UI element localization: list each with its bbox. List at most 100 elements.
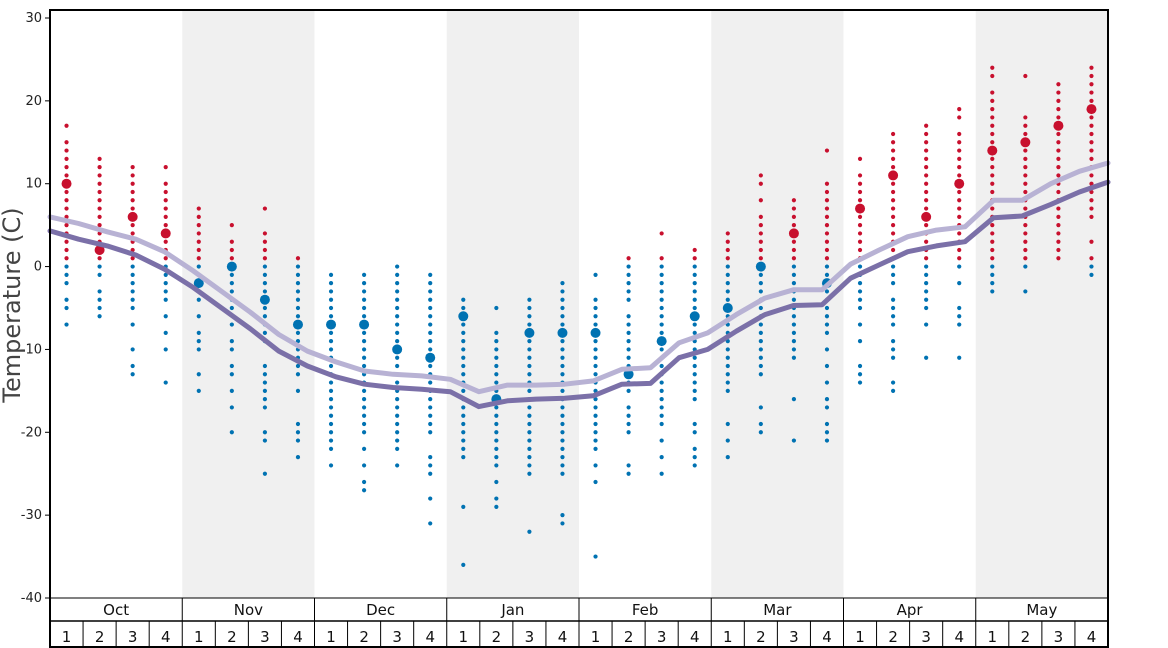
temperature-point	[328, 438, 334, 443]
temperature-point	[295, 421, 301, 427]
temperature-point	[1023, 123, 1028, 128]
temperature-point-highlight	[557, 327, 568, 338]
temperature-point	[924, 140, 929, 145]
temperature-point	[494, 330, 499, 335]
temperature-point	[725, 455, 730, 460]
temperature-point	[130, 272, 135, 277]
temperature-point	[758, 181, 763, 186]
temperature-point	[957, 156, 962, 161]
temperature-point	[361, 413, 367, 418]
temperature-point	[494, 380, 499, 385]
temperature-point	[262, 438, 268, 443]
temperature-point	[461, 339, 466, 344]
temperature-point	[229, 272, 234, 277]
temperature-point	[527, 405, 532, 410]
temperature-point	[725, 421, 730, 427]
temperature-point	[593, 272, 598, 277]
temperature-point	[130, 173, 135, 178]
temperature-point	[328, 289, 334, 294]
temperature-point	[890, 314, 896, 319]
temperature-point	[725, 363, 730, 369]
temperature-point	[659, 231, 664, 236]
temperature-point	[1023, 181, 1028, 186]
week-label: 3	[1054, 628, 1064, 646]
scatter-points	[61, 65, 1097, 567]
temperature-point	[461, 438, 466, 443]
temperature-point-highlight	[326, 319, 337, 330]
temperature-point	[924, 272, 929, 277]
temperature-point	[659, 421, 664, 427]
temperature-point	[494, 463, 499, 468]
temperature-point	[626, 297, 631, 302]
temperature-point	[196, 314, 201, 319]
temperature-point	[791, 339, 797, 344]
temperature-point	[163, 198, 168, 203]
temperature-point	[1023, 239, 1028, 244]
temperature-point	[957, 173, 962, 178]
temperature-point	[328, 339, 334, 344]
temperature-point	[560, 289, 565, 294]
temperature-point-highlight	[788, 228, 799, 239]
temperature-point	[990, 173, 995, 178]
temperature-point	[527, 471, 532, 476]
temperature-point	[328, 305, 334, 311]
temperature-point	[361, 388, 367, 393]
temperature-point	[361, 297, 367, 302]
temperature-point	[494, 446, 499, 451]
month-label: May	[1026, 601, 1057, 619]
temperature-point	[328, 347, 334, 352]
temperature-point	[428, 496, 433, 501]
temperature-point	[890, 165, 896, 170]
temperature-point	[527, 529, 532, 534]
temperature-point	[560, 430, 565, 435]
temperature-point	[361, 305, 367, 311]
temperature-point	[295, 305, 301, 311]
temperature-point	[494, 504, 499, 509]
temperature-point	[97, 206, 102, 211]
temperature-point	[824, 206, 830, 211]
temperature-point	[659, 256, 664, 261]
temperature-point	[626, 314, 631, 319]
temperature-point	[295, 272, 301, 277]
temperature-point	[1089, 173, 1094, 178]
temperature-point	[527, 355, 532, 360]
temperature-point	[857, 264, 863, 269]
temperature-point	[692, 281, 697, 286]
temperature-point	[659, 380, 664, 385]
temperature-point	[1089, 156, 1094, 161]
temperature-point	[791, 247, 797, 253]
temperature-point	[262, 397, 268, 402]
temperature-point	[1023, 247, 1028, 253]
temperature-point	[990, 247, 995, 253]
temperature-point	[890, 264, 896, 269]
temperature-point	[130, 181, 135, 186]
temperature-point	[163, 256, 168, 261]
temperature-point	[295, 289, 301, 294]
temperature-point	[1056, 214, 1061, 219]
temperature-point	[758, 289, 763, 294]
temperature-point	[957, 281, 962, 286]
temperature-point	[924, 156, 929, 161]
temperature-point	[692, 247, 697, 253]
temperature-point	[494, 355, 499, 360]
temperature-point	[97, 189, 102, 195]
temperature-point	[163, 165, 168, 170]
temperature-point-highlight	[127, 211, 138, 222]
temperature-point	[395, 397, 400, 402]
temperature-point	[97, 272, 102, 277]
temperature-point	[428, 330, 433, 335]
temperature-point	[461, 405, 466, 410]
temperature-point	[593, 372, 598, 377]
temperature-point	[990, 264, 995, 269]
temperature-point	[361, 488, 367, 493]
temperature-point	[163, 214, 168, 219]
temperature-point	[229, 223, 234, 228]
temperature-point	[924, 206, 929, 211]
temperature-point	[560, 314, 565, 319]
temperature-point	[890, 339, 896, 344]
temperature-point	[64, 165, 69, 170]
temperature-point	[97, 181, 102, 186]
temperature-point	[957, 165, 962, 170]
temperature-point	[659, 322, 664, 327]
temperature-point	[196, 247, 201, 253]
